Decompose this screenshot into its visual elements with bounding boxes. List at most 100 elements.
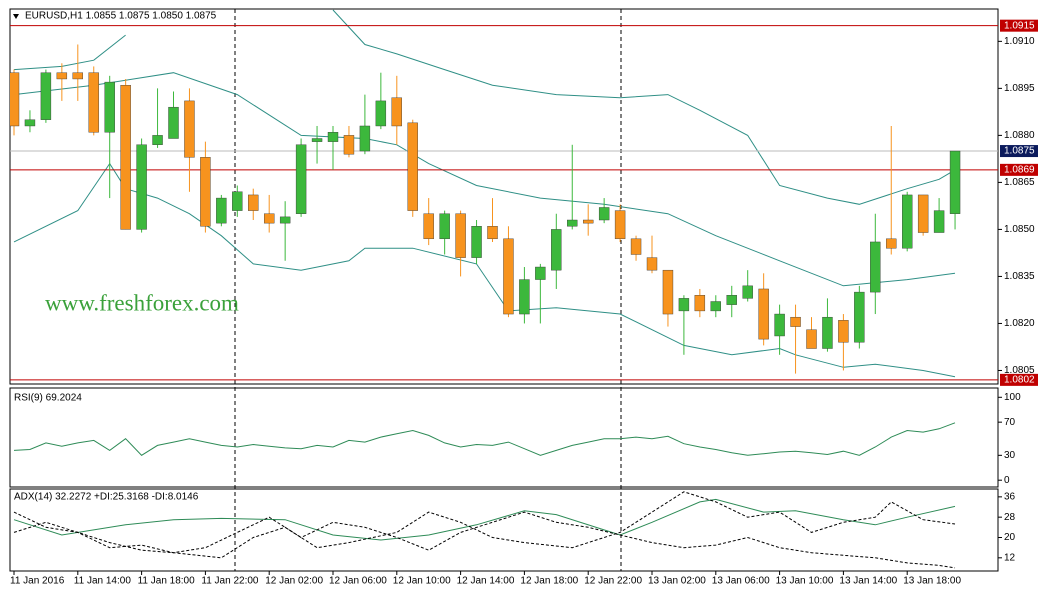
plot-area (13, 422, 956, 456)
adx-panel (9, 488, 999, 572)
candle-body (423, 213, 434, 240)
candle-body (120, 85, 131, 230)
level-label-box (1000, 19, 1038, 32)
main-panel (9, 8, 999, 385)
rsi-panel (9, 387, 999, 488)
candle-body (104, 81, 115, 133)
x-tick-label: 12 Jan 10:00 (393, 576, 451, 587)
indicator-line (13, 498, 956, 541)
y-tick-label: 70 (1004, 417, 1016, 428)
candle-body (279, 216, 291, 224)
candle-body (184, 100, 195, 158)
candle-body (327, 132, 339, 142)
candle-body (583, 219, 594, 224)
x-tick-label: 13 Jan 02:00 (648, 576, 706, 587)
indicator-line (13, 162, 956, 378)
x-tick-label: 11 Jan 22:00 (201, 576, 259, 587)
candle-body (56, 72, 68, 80)
candle-body (822, 316, 833, 349)
candle-body (838, 320, 849, 343)
candle-body (136, 144, 147, 230)
candle-body (359, 125, 371, 152)
indicator-line (13, 72, 956, 287)
plot-area (13, 491, 956, 569)
candle-body (917, 194, 929, 233)
candle-body (614, 210, 626, 240)
candle-body (343, 135, 355, 155)
x-tick-label: 12 Jan 02:00 (265, 576, 323, 587)
candle-body (216, 197, 227, 224)
candle-body (710, 301, 721, 312)
candle-body (248, 194, 259, 211)
candle-body (152, 135, 163, 145)
adx-title: ADX(14) 32.2272 +DI:25.3168 -DI:8.0146 (14, 492, 199, 503)
x-tick-label: 11 Jan 18:00 (138, 576, 196, 587)
candle-body (806, 329, 817, 349)
menu-arrow (13, 14, 19, 19)
x-tick-label: 11 Jan 2016 (10, 576, 65, 587)
y-tick-label: 1.0865 (1004, 177, 1035, 188)
indicator-line (13, 422, 956, 456)
candle-body (886, 238, 897, 249)
candle-body (758, 288, 769, 340)
candle-body (24, 119, 36, 127)
chart-title: EURUSD,H1 1.0855 1.0875 1.0850 1.0875 (25, 11, 217, 22)
level-label-box (1000, 163, 1038, 176)
candle-body (407, 122, 418, 211)
candle-body (40, 72, 52, 120)
x-tick-label: 12 Jan 22:00 (584, 576, 642, 587)
level-label: 1.0802 (1004, 375, 1035, 386)
candle-body (168, 106, 179, 139)
candle-body (375, 100, 387, 127)
x-tick-label: 12 Jan 06:00 (329, 576, 387, 587)
candle-body (662, 269, 674, 315)
x-tick-label: 13 Jan 06:00 (712, 576, 770, 587)
candle-body (949, 150, 961, 214)
candle-body (694, 295, 706, 312)
candle-body (870, 241, 881, 293)
candle-body (295, 144, 307, 214)
candle-body (455, 213, 466, 258)
y-tick-label: 36 (1004, 491, 1016, 502)
candle-body (72, 72, 84, 80)
candle-body (790, 316, 801, 327)
level-label: 1.0869 (1004, 164, 1035, 175)
candle-body (742, 285, 753, 299)
level-label: 1.0915 (1004, 20, 1035, 31)
x-tick-label: 12 Jan 18:00 (520, 576, 578, 587)
candle-body (10, 72, 20, 127)
y-tick-label: 1.0880 (1004, 130, 1035, 141)
candle-body (503, 238, 514, 315)
candle-body (487, 226, 498, 240)
y-tick-label: 1.0820 (1004, 318, 1035, 329)
x-tick-label: 11 Jan 14:00 (74, 576, 132, 587)
candle-body (598, 207, 610, 221)
candle-body (232, 191, 243, 211)
candle-body (471, 226, 482, 258)
y-tick-label: 1.0805 (1004, 365, 1035, 376)
y-tick-label: 100 (1004, 392, 1021, 403)
candle-body (439, 213, 450, 240)
candle-body (774, 313, 785, 337)
candle-body (200, 157, 211, 227)
candle-body (567, 219, 578, 227)
x-tick-label: 12 Jan 14:00 (457, 576, 515, 587)
indicator-line (13, 511, 956, 569)
rsi-title: RSI(9) 69.2024 (14, 393, 82, 404)
candle-body (726, 295, 737, 305)
y-tick-label: 1.0895 (1004, 83, 1035, 94)
y-tick-label: 12 (1004, 552, 1016, 563)
candle-body (391, 97, 402, 127)
candle-body (88, 72, 99, 133)
current-price-label: 1.0875 (1004, 146, 1035, 157)
candle-body (933, 210, 945, 233)
watermark: www.freshforex.com (45, 290, 239, 315)
y-tick-label: 1.0850 (1004, 224, 1035, 235)
candle-body (551, 229, 562, 271)
current-price-box (1000, 145, 1038, 158)
y-tick-label: 0 (1004, 475, 1010, 486)
candle-body (535, 266, 546, 280)
x-tick-label: 13 Jan 18:00 (903, 576, 961, 587)
y-tick-label: 1.0835 (1004, 271, 1035, 282)
